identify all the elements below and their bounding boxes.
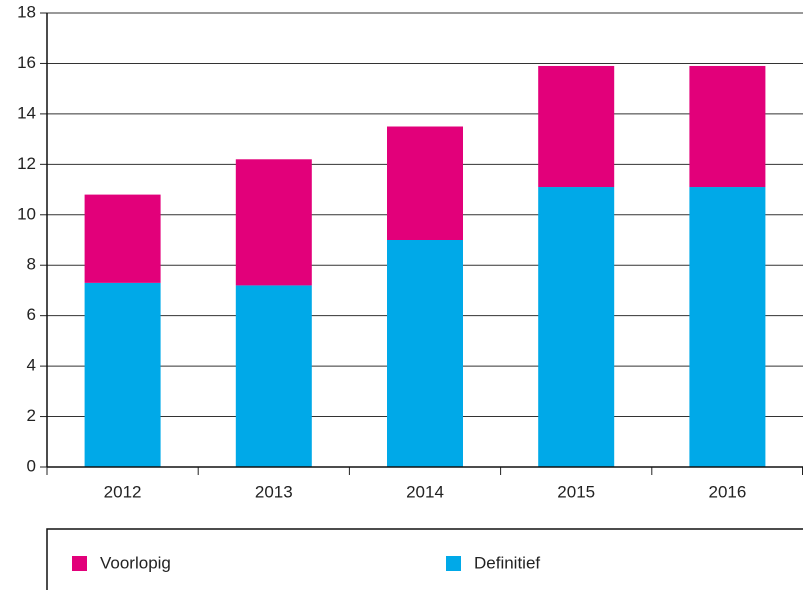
bar-segment xyxy=(235,159,312,286)
y-tick-label: 6 xyxy=(27,305,36,324)
x-tick-label: 2013 xyxy=(255,482,293,501)
y-tick-label: 16 xyxy=(17,53,36,72)
legend-label: Voorlopig xyxy=(100,553,171,572)
bar-segment xyxy=(84,194,161,283)
x-tick-label: 2015 xyxy=(557,482,595,501)
y-tick-label: 14 xyxy=(17,103,36,122)
y-tick-label: 10 xyxy=(17,204,36,223)
y-tick-label: 4 xyxy=(27,356,36,375)
legend-swatch xyxy=(446,556,461,571)
legend-swatch xyxy=(72,556,87,571)
y-tick-label: 18 xyxy=(17,2,36,21)
bar-segment xyxy=(387,240,463,467)
bar-segment xyxy=(387,126,463,240)
x-tick-label: 2016 xyxy=(708,482,746,501)
bar-segment xyxy=(538,65,615,188)
y-tick-label: 2 xyxy=(27,406,36,425)
legend-label: Definitief xyxy=(474,553,540,572)
bar-segment xyxy=(84,282,161,467)
bar-segment xyxy=(689,187,766,468)
bar-segment xyxy=(235,285,312,467)
bar-segment xyxy=(538,187,615,468)
y-tick-label: 12 xyxy=(17,154,36,173)
x-tick-label: 2012 xyxy=(104,482,142,501)
bar-segment xyxy=(689,65,766,188)
y-tick-label: 0 xyxy=(27,456,36,475)
y-tick-label: 8 xyxy=(27,255,36,274)
x-tick-label: 2014 xyxy=(406,482,444,501)
legend-box xyxy=(46,528,803,590)
